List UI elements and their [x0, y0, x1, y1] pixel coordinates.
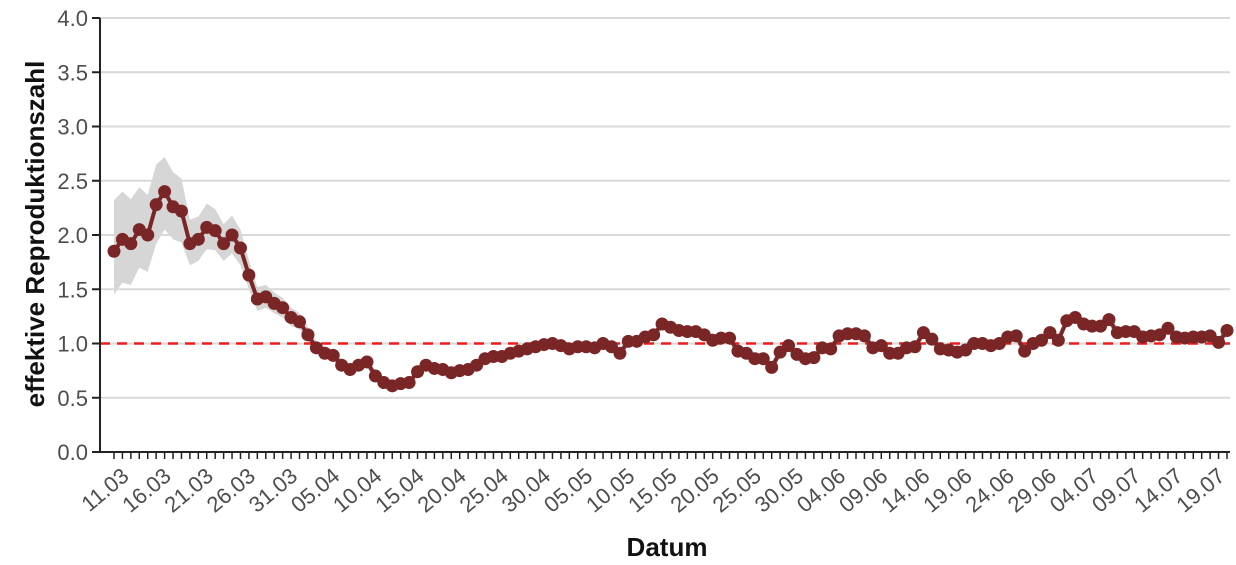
x-tick-label-9: 25.04 [455, 463, 513, 518]
data-point [217, 237, 231, 251]
y-tick-label-1: 0.5 [57, 386, 88, 411]
data-point [765, 360, 779, 374]
data-point [174, 204, 188, 218]
grid-lines [100, 17, 1230, 453]
data-point [1212, 335, 1226, 349]
data-point [1018, 344, 1032, 358]
x-tick-label-23: 04.07 [1045, 463, 1103, 518]
data-point [647, 328, 661, 342]
confidence-band-area [114, 156, 1227, 391]
data-point [723, 331, 737, 345]
data-point [293, 315, 306, 329]
series-r-values [107, 185, 1234, 393]
data-point [857, 329, 871, 343]
y-tick-label-8: 4.0 [57, 6, 88, 31]
data-point [360, 355, 374, 369]
x-tick-label-14: 20.05 [665, 463, 723, 518]
y-tick-labels: 0.0 0.5 1.0 1.5 2.0 2.5 3.0 3.5 4.0 [57, 6, 88, 465]
data-point [1035, 333, 1048, 347]
data-point [225, 228, 239, 242]
data-point [807, 351, 821, 365]
data-point [908, 340, 922, 354]
data-point [326, 348, 340, 362]
y-tick-label-5: 2.5 [57, 169, 88, 194]
x-tick-label-5: 05.04 [286, 463, 344, 518]
y-tick-label-0: 0.0 [57, 440, 88, 465]
x-tick-label-17: 04.06 [792, 463, 850, 518]
x-tick-label-6: 10.04 [328, 463, 386, 518]
data-point [1220, 323, 1234, 337]
x-tick-label-3: 26.03 [202, 463, 260, 518]
data-point [191, 232, 205, 246]
data-point [1051, 333, 1065, 347]
y-tick-label-3: 1.5 [57, 277, 88, 302]
x-tick-label-2: 21.03 [160, 463, 218, 518]
data-point [301, 328, 315, 342]
data-point [208, 224, 222, 238]
x-tick-label-1: 16.03 [117, 463, 175, 518]
x-tick-label-10: 30.04 [497, 463, 555, 518]
y-tick-label-2: 1.0 [57, 332, 88, 357]
y-tick-label-4: 2.0 [57, 223, 88, 248]
data-point [158, 185, 172, 199]
data-point [242, 268, 256, 282]
data-point [925, 332, 939, 346]
data-point [124, 237, 138, 251]
x-tick-label-25: 14.07 [1129, 463, 1187, 518]
data-point [141, 228, 155, 242]
x-tick-label-16: 30.05 [750, 463, 808, 518]
data-point [149, 198, 163, 212]
data-point [1043, 326, 1057, 340]
data-point [874, 339, 888, 353]
x-tick-label-18: 09.06 [834, 463, 892, 518]
data-point [1102, 313, 1116, 327]
data-point [233, 241, 247, 255]
data-point [1161, 321, 1175, 335]
axes [92, 17, 1230, 459]
data-point [276, 301, 290, 315]
x-tick-label-12: 10.05 [581, 463, 639, 518]
data-point [107, 244, 121, 258]
x-axis-title: Datum [627, 532, 708, 560]
x-tick-label-22: 29.06 [1003, 463, 1061, 518]
x-tick-label-21: 24.06 [961, 463, 1019, 518]
y-tick-label-6: 3.0 [57, 115, 88, 140]
x-tick-label-7: 15.04 [370, 463, 428, 518]
x-tick-label-15: 25.05 [708, 463, 766, 518]
y-tick-label-7: 3.5 [57, 60, 88, 85]
x-tick-label-24: 09.07 [1087, 463, 1145, 518]
x-tick-labels: 11.0316.0321.0326.0331.0305.0410.0415.04… [77, 463, 1230, 518]
data-point [782, 339, 796, 353]
x-tick-label-26: 19.07 [1171, 463, 1229, 518]
data-point [613, 346, 627, 360]
data-point [402, 376, 416, 390]
x-tick-label-19: 14.06 [876, 463, 934, 518]
data-point [756, 352, 770, 366]
y-axis-title: effektive Reproduktionszahl [20, 61, 50, 408]
x-tick-label-13: 15.05 [623, 463, 681, 518]
x-tick-label-11: 05.05 [539, 463, 597, 518]
confidence-band [114, 156, 1227, 391]
x-tick-label-4: 31.03 [244, 463, 302, 518]
x-tick-label-8: 20.04 [413, 463, 471, 518]
data-point [824, 342, 838, 356]
data-point [1009, 329, 1023, 343]
x-tick-label-20: 19.06 [918, 463, 976, 518]
